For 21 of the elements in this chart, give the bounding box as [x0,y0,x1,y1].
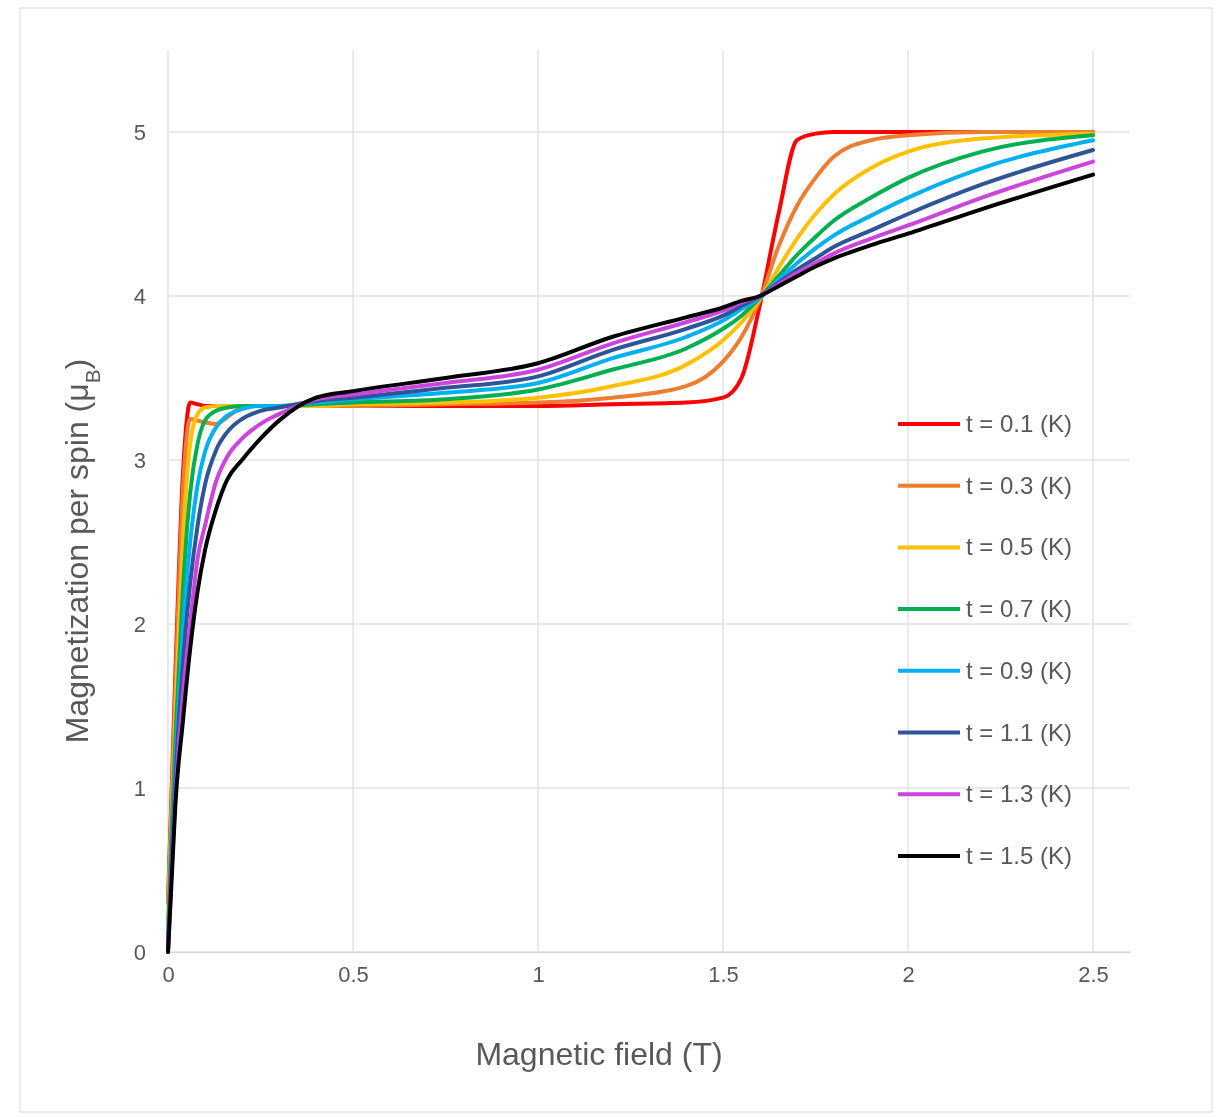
x-axis-title: Magnetic field (T) [475,1036,723,1072]
x-tick-label: 0 [162,961,175,987]
y-tick-label: 5 [133,119,146,145]
x-tick-label: 0.5 [338,961,369,987]
legend-label: t = 0.1 (K) [966,410,1073,437]
y-tick-label: 1 [133,775,146,801]
y-tick-label: 0 [133,939,146,965]
legend-label: t = 0.3 (K) [966,471,1073,499]
legend-label: t = 1.5 (K) [966,841,1073,869]
y-tick-label: 4 [133,283,146,309]
legend-label: t = 0.7 (K) [966,595,1073,623]
legend-label: t = 1.3 (K) [966,780,1073,808]
x-tick-label: 2 [902,961,915,987]
legend-label: t = 0.5 (K) [966,533,1073,561]
legend-label: t = 0.9 (K) [966,656,1073,684]
y-tick-label: 3 [133,447,146,473]
x-tick-label: 1.5 [708,961,739,987]
legend-label: t = 1.1 (K) [966,718,1073,746]
x-tick-label: 2.5 [1078,961,1109,987]
y-tick-label: 2 [133,611,146,637]
x-tick-label: 1 [532,961,545,987]
